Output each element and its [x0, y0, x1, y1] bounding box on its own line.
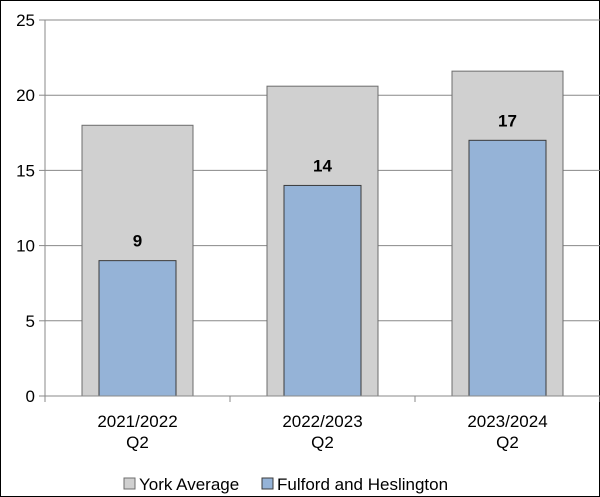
data-labels: 9 14 17	[133, 111, 517, 250]
data-label: 14	[313, 156, 332, 175]
legend-swatch	[261, 477, 274, 490]
legend-label: Fulford and Heslington	[277, 475, 448, 494]
fulford-heslington-bar	[98, 260, 177, 397]
x-axis: 2021/2022 Q2 2022/2023 Q2 2023/2024 Q2	[44, 395, 600, 452]
fulford-heslington-bar	[468, 139, 547, 397]
y-tick-label: 10	[16, 237, 35, 256]
legend: York Average Fulford and Heslington	[123, 475, 448, 494]
data-label: 17	[498, 111, 517, 130]
y-tick-label: 20	[16, 86, 35, 105]
fulford-heslington-bars	[98, 139, 547, 397]
y-tick-label: 0	[26, 387, 35, 406]
y-tick-label: 5	[26, 312, 35, 331]
data-label: 9	[133, 232, 142, 251]
y-tick-label: 15	[16, 161, 35, 180]
x-tick-label: 2023/2024	[467, 412, 547, 431]
x-tick-label: 2021/2022	[97, 412, 177, 431]
y-axis: 0 5 10 15 20 25	[16, 11, 46, 406]
x-tick-label: Q2	[311, 433, 334, 452]
fulford-heslington-bar	[283, 184, 362, 397]
y-tick-label: 25	[16, 11, 35, 30]
x-tick-label: 2022/2023	[282, 412, 362, 431]
x-tick-label: Q2	[126, 433, 149, 452]
legend-swatch	[123, 477, 136, 490]
x-tick-label: Q2	[496, 433, 519, 452]
legend-label: York Average	[139, 475, 239, 494]
